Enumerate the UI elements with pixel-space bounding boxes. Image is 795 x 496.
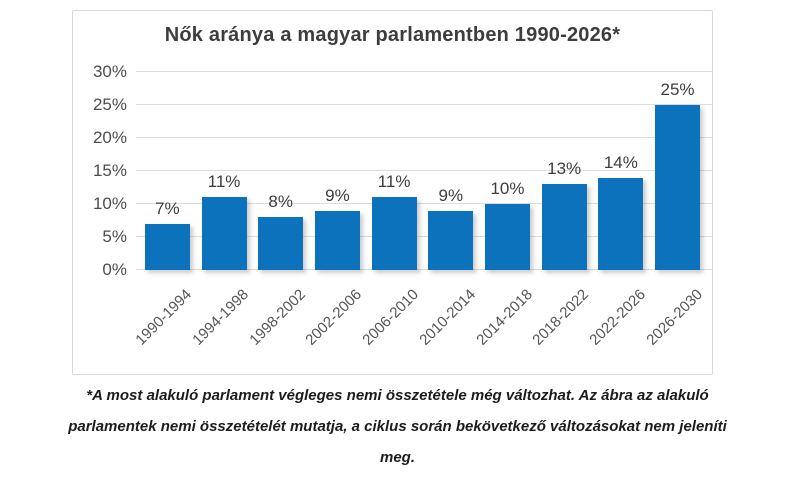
x-tick-label: 2006-2010 bbox=[359, 286, 423, 349]
y-tick-label: 15% bbox=[92, 161, 127, 180]
y-tick-label: 20% bbox=[92, 128, 127, 148]
gridline bbox=[136, 137, 712, 139]
bar-2014-2018: 10% bbox=[484, 179, 530, 270]
gridline bbox=[136, 269, 712, 270]
gridline bbox=[136, 71, 712, 72]
bar-value-label: 8% bbox=[268, 192, 294, 212]
y-tick-label: 0% bbox=[102, 260, 127, 279]
chart-card: Nők aránya a magyar parlamentben 1990-20… bbox=[72, 10, 713, 375]
x-tick-label: 2002-2006 bbox=[302, 286, 366, 349]
y-tick-label: 5% bbox=[102, 227, 127, 247]
bar-series: 7% 11% 8% 9% 11% 9% 10% 13% 14% 25% bbox=[139, 72, 706, 270]
bar-value-label: 11% bbox=[377, 172, 411, 192]
bar-value-label: 10% bbox=[490, 179, 525, 199]
bar-1998-2002: 8% bbox=[258, 192, 304, 270]
y-tick-label: 25% bbox=[92, 95, 127, 114]
bar-2018-2022: 13% bbox=[541, 159, 587, 270]
bar-2026-2030: 25% bbox=[655, 80, 701, 270]
bar-value-label: 25% bbox=[660, 80, 695, 99]
bar-1990-1994: 7% bbox=[144, 199, 190, 270]
y-tick-label: 10% bbox=[92, 194, 127, 214]
chart-footnote: *A most alakuló parlament végleges nemi … bbox=[68, 387, 727, 466]
gridline bbox=[136, 170, 712, 171]
gridline bbox=[136, 203, 712, 205]
x-tick-label: 2014-2018 bbox=[472, 286, 536, 349]
x-tick-label: 1998-2002 bbox=[246, 286, 309, 349]
bar-2002-2006: 9% bbox=[314, 186, 360, 270]
bar-value-label: 14% bbox=[603, 152, 638, 172]
bar-1994-1998: 11% bbox=[201, 172, 247, 270]
bar-2022-2026: 14% bbox=[598, 153, 644, 270]
bar-value-label: 11% bbox=[207, 172, 241, 192]
plot-area: 0% 5% 10% 15% 20% 25% 30% 7% 11% 8% 9% 11% 9% 10% 13%… bbox=[93, 62, 712, 349]
x-tick-label: 2026-2030 bbox=[642, 286, 706, 349]
bar-value-label: 9% bbox=[325, 185, 350, 205]
gridline bbox=[136, 104, 712, 105]
bar-2010-2014: 9% bbox=[428, 186, 474, 270]
y-tick-label: 30% bbox=[92, 62, 127, 81]
x-axis-labels: 1990-1994 1994-1998 1998-2002 2002-2006 2006… bbox=[133, 270, 706, 370]
x-tick-label: 2010-2014 bbox=[416, 286, 479, 349]
bar-value-label: 7% bbox=[155, 198, 180, 218]
x-tick-label: 1994-1998 bbox=[189, 286, 253, 349]
bar-value-label: 13% bbox=[547, 159, 582, 179]
x-tick-label: 2018-2022 bbox=[529, 286, 593, 349]
chart-title: Nők aránya a magyar parlamentben 1990-20… bbox=[164, 24, 621, 46]
gridline bbox=[136, 236, 712, 238]
x-tick-label: 2022-2026 bbox=[586, 286, 649, 349]
x-tick-label: 1990-1994 bbox=[132, 286, 196, 349]
bar-2006-2010: 11% bbox=[371, 172, 417, 270]
bar-value-label: 9% bbox=[438, 185, 464, 205]
